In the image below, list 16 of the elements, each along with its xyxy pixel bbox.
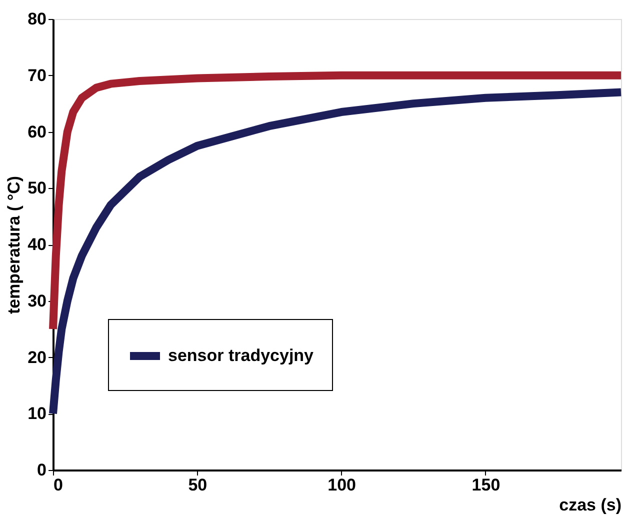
y-tick-label: 0 xyxy=(37,460,46,480)
y-tick-label: 10 xyxy=(28,404,46,424)
x-tick-label: 0 xyxy=(54,476,63,494)
y-axis-title: temperatura ( °C) xyxy=(4,176,24,314)
x-tick-label: 150 xyxy=(472,476,500,494)
legend-label: sensor tradycyjny xyxy=(168,346,314,365)
y-tick-label: 20 xyxy=(28,348,46,367)
y-tick-label: 50 xyxy=(28,178,46,198)
y-tick-label: 30 xyxy=(28,291,46,310)
x-axis-title: czas (s) xyxy=(559,496,622,514)
y-tick-label: 60 xyxy=(28,122,46,142)
y-tick-label: 40 xyxy=(28,235,46,254)
x-tick-label: 100 xyxy=(328,476,356,494)
x-tick-label: 50 xyxy=(188,476,208,494)
y-tick-label: 70 xyxy=(28,66,46,85)
y-tick-label: 80 xyxy=(28,10,46,28)
